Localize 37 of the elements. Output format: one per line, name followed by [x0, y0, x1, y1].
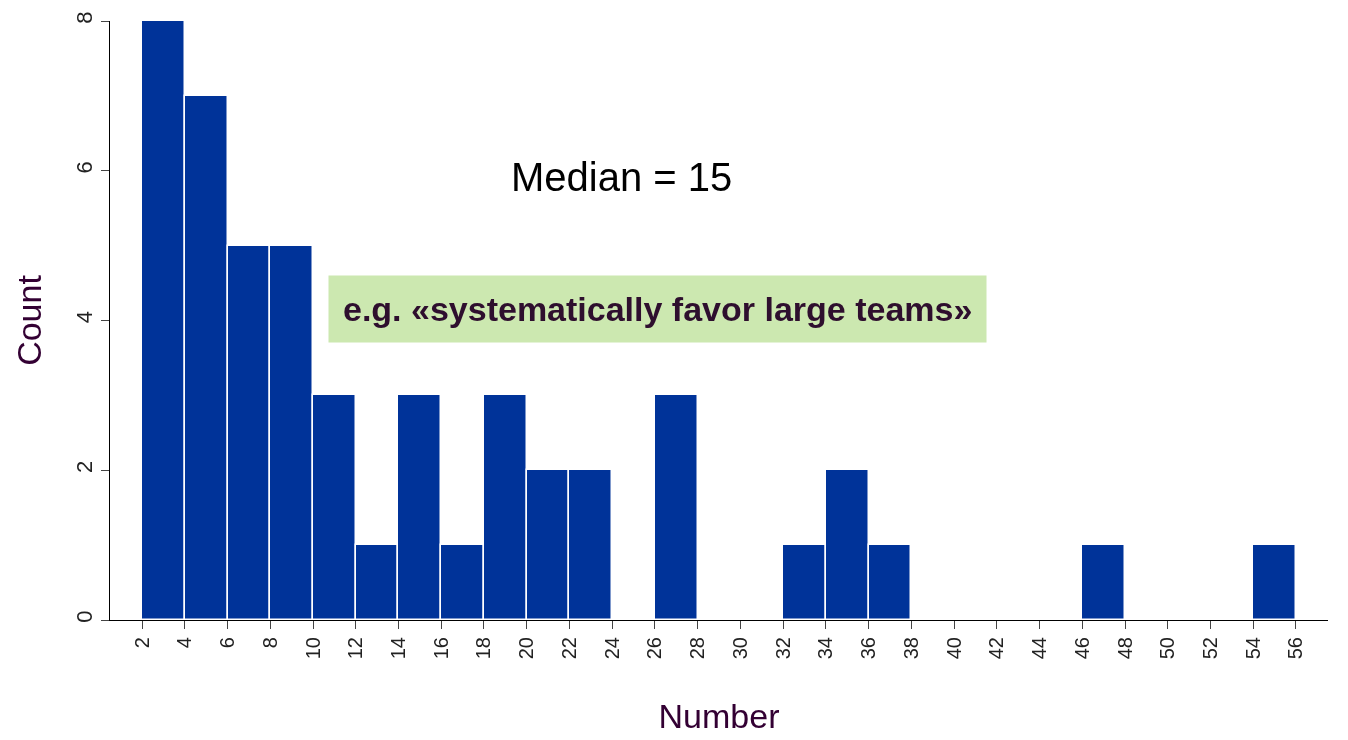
y-tick-label: 2	[72, 460, 98, 474]
x-tick-label: 18	[472, 637, 495, 660]
x-tick-label: 24	[600, 637, 623, 660]
x-tick-label: 42	[985, 637, 1008, 660]
x-tick-label: 54	[1241, 637, 1264, 660]
y-tick-label: 8	[72, 11, 98, 24]
x-tick-label: 32	[771, 637, 794, 660]
x-tick-label: 40	[942, 637, 965, 660]
x-tick-label: 28	[686, 637, 709, 660]
x-tick-label: 22	[557, 637, 580, 660]
x-tick-label: 4	[173, 637, 196, 649]
y-axis-title: Count	[9, 274, 48, 366]
x-tick-label: 20	[515, 637, 538, 660]
y-tick-label: 4	[72, 311, 98, 324]
x-tick-label: 2	[130, 637, 153, 649]
x-tick-label: 26	[643, 637, 666, 660]
x-axis-title: Number	[658, 696, 780, 735]
x-tick-label: 14	[386, 637, 409, 660]
annotation: Median = 15	[511, 155, 733, 199]
annotation: e.g. «systematically favor large teams»	[343, 290, 973, 328]
x-tick-label: 10	[301, 637, 324, 660]
x-tick-label: 6	[216, 637, 239, 649]
y-tick-label: 6	[72, 161, 98, 174]
x-tick-label: 16	[429, 637, 452, 660]
x-tick-label: 34	[814, 637, 837, 660]
x-tick-label: 38	[899, 637, 922, 660]
x-tick-label: 50	[1156, 637, 1179, 660]
x-tick-label: 48	[1113, 637, 1136, 660]
x-tick-label: 36	[857, 637, 880, 660]
x-tick-label: 30	[728, 637, 751, 660]
x-tick-label: 8	[258, 637, 281, 649]
x-tick-label: 56	[1284, 637, 1307, 660]
x-tick-label: 46	[1070, 637, 1093, 660]
x-tick-label: 44	[1028, 637, 1051, 660]
x-tick-label: 12	[344, 637, 367, 660]
x-tick-label: 52	[1198, 637, 1221, 660]
y-tick-label: 0	[72, 610, 98, 623]
